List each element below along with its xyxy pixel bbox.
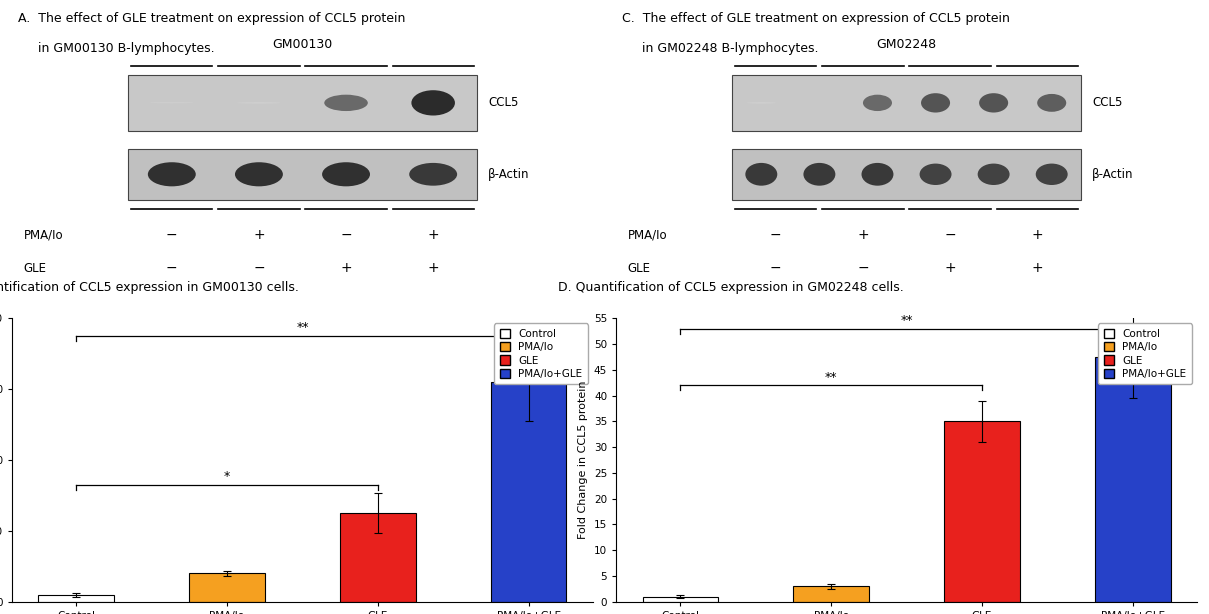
Text: PMA/Io: PMA/Io xyxy=(627,229,667,242)
Legend: Control, PMA/Io, GLE, PMA/Io+GLE: Control, PMA/Io, GLE, PMA/Io+GLE xyxy=(1099,324,1192,384)
Ellipse shape xyxy=(804,163,835,185)
Ellipse shape xyxy=(324,95,368,111)
Ellipse shape xyxy=(411,90,455,115)
Bar xyxy=(944,421,1019,602)
Bar xyxy=(793,586,869,602)
Ellipse shape xyxy=(322,162,370,186)
Text: −: − xyxy=(166,228,178,243)
Ellipse shape xyxy=(1037,94,1066,112)
Ellipse shape xyxy=(235,162,283,186)
Text: +: + xyxy=(1031,228,1043,243)
Text: CCL5: CCL5 xyxy=(488,96,519,109)
Text: PMA/Io: PMA/Io xyxy=(24,229,63,242)
Text: in GM00130 B-lymphocytes.: in GM00130 B-lymphocytes. xyxy=(18,42,214,55)
Text: +: + xyxy=(340,261,352,275)
Text: D. Quantification of CCL5 expression in GM02248 cells.: D. Quantification of CCL5 expression in … xyxy=(559,281,904,295)
Text: B. Quantification of CCL5 expression in GM00130 cells.: B. Quantification of CCL5 expression in … xyxy=(0,281,299,295)
Ellipse shape xyxy=(747,102,776,104)
Text: −: − xyxy=(770,261,782,275)
Text: GLE: GLE xyxy=(24,262,47,274)
Text: +: + xyxy=(1031,261,1043,275)
Text: +: + xyxy=(427,228,439,243)
Bar xyxy=(39,594,114,602)
Text: +: + xyxy=(944,261,956,275)
Ellipse shape xyxy=(979,93,1008,112)
Ellipse shape xyxy=(237,102,280,104)
Bar xyxy=(190,573,265,602)
Text: **: ** xyxy=(901,314,913,327)
Text: β-Actin: β-Actin xyxy=(488,168,530,181)
Text: GM00130: GM00130 xyxy=(272,38,332,51)
FancyBboxPatch shape xyxy=(128,149,476,200)
Ellipse shape xyxy=(921,93,950,112)
Text: in GM02248 B-lymphocytes.: in GM02248 B-lymphocytes. xyxy=(621,42,818,55)
Ellipse shape xyxy=(978,163,1010,185)
Text: +: + xyxy=(857,228,869,243)
Text: A.  The effect of GLE treatment on expression of CCL5 protein: A. The effect of GLE treatment on expres… xyxy=(18,12,405,25)
Bar xyxy=(491,382,567,602)
FancyBboxPatch shape xyxy=(733,149,1081,200)
Ellipse shape xyxy=(862,163,893,185)
Text: **: ** xyxy=(296,321,308,334)
FancyBboxPatch shape xyxy=(128,74,476,131)
Ellipse shape xyxy=(745,163,777,185)
Text: GM02248: GM02248 xyxy=(877,38,937,51)
Text: −: − xyxy=(857,261,869,275)
Legend: Control, PMA/Io, GLE, PMA/Io+GLE: Control, PMA/Io, GLE, PMA/Io+GLE xyxy=(494,324,588,384)
Text: −: − xyxy=(253,261,265,275)
Ellipse shape xyxy=(147,162,196,186)
Bar xyxy=(340,513,416,602)
Text: −: − xyxy=(944,228,956,243)
Y-axis label: Fold Change in CCL5 protein: Fold Change in CCL5 protein xyxy=(578,381,589,539)
Text: CCL5: CCL5 xyxy=(1093,96,1123,109)
Text: β-Actin: β-Actin xyxy=(1093,168,1134,181)
Text: +: + xyxy=(253,228,265,243)
Text: GLE: GLE xyxy=(627,262,650,274)
Text: C.  The effect of GLE treatment on expression of CCL5 protein: C. The effect of GLE treatment on expres… xyxy=(621,12,1010,25)
Text: +: + xyxy=(427,261,439,275)
Text: −: − xyxy=(340,228,352,243)
Ellipse shape xyxy=(863,95,892,111)
Text: −: − xyxy=(166,261,178,275)
Text: −: − xyxy=(770,228,782,243)
Ellipse shape xyxy=(920,163,951,185)
Bar xyxy=(1095,357,1170,602)
Text: **: ** xyxy=(825,371,838,384)
Text: *: * xyxy=(224,470,230,483)
Ellipse shape xyxy=(409,163,457,185)
FancyBboxPatch shape xyxy=(733,74,1081,131)
Ellipse shape xyxy=(1036,163,1068,185)
Ellipse shape xyxy=(805,102,834,104)
Bar xyxy=(642,597,718,602)
